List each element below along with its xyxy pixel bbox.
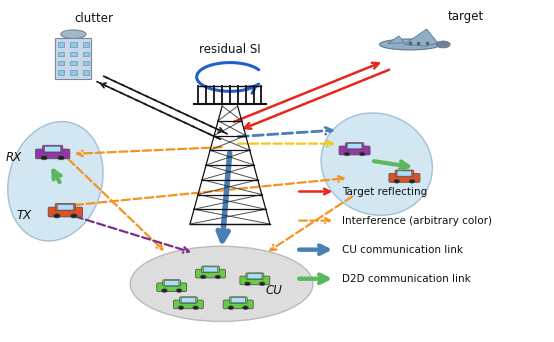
FancyBboxPatch shape [231,298,245,303]
Circle shape [245,282,250,286]
FancyBboxPatch shape [173,300,203,309]
FancyBboxPatch shape [157,283,187,292]
FancyBboxPatch shape [240,276,270,285]
FancyBboxPatch shape [55,38,91,79]
Polygon shape [404,29,438,46]
Text: Interference (arbitrary color): Interference (arbitrary color) [342,215,493,226]
FancyBboxPatch shape [48,207,83,217]
Text: CU: CU [266,284,283,297]
FancyBboxPatch shape [223,300,253,309]
FancyBboxPatch shape [345,143,364,149]
FancyBboxPatch shape [397,171,412,176]
Bar [70,70,77,75]
Ellipse shape [437,41,450,48]
Circle shape [162,289,167,292]
Text: residual SI: residual SI [199,43,261,56]
Circle shape [176,289,182,292]
FancyBboxPatch shape [203,267,218,272]
Circle shape [359,152,365,156]
Ellipse shape [130,246,313,321]
Circle shape [201,275,206,279]
Text: RX: RX [6,151,22,164]
Text: D2D communication link: D2D communication link [342,274,471,284]
FancyBboxPatch shape [43,145,63,153]
FancyBboxPatch shape [44,146,61,152]
FancyBboxPatch shape [202,266,219,273]
FancyBboxPatch shape [35,149,70,159]
Ellipse shape [8,122,103,241]
Circle shape [394,179,400,183]
Circle shape [53,214,60,218]
Bar [58,42,64,47]
FancyBboxPatch shape [339,146,370,155]
Bar [70,61,77,65]
FancyBboxPatch shape [347,144,362,149]
Text: target: target [447,10,484,23]
FancyBboxPatch shape [163,280,181,286]
FancyBboxPatch shape [55,203,75,211]
Ellipse shape [61,30,86,39]
Text: Target reflecting: Target reflecting [342,186,428,197]
FancyBboxPatch shape [389,173,420,182]
FancyBboxPatch shape [196,269,225,278]
FancyBboxPatch shape [229,297,247,303]
FancyBboxPatch shape [246,273,264,279]
Circle shape [58,156,65,160]
Circle shape [228,306,234,310]
Ellipse shape [379,39,440,50]
Bar [70,52,77,56]
FancyBboxPatch shape [248,274,262,279]
Bar [83,70,89,75]
Text: TX: TX [17,209,32,222]
Circle shape [215,275,220,279]
Bar [83,42,89,47]
FancyBboxPatch shape [165,280,179,286]
Circle shape [178,306,184,310]
Bar [70,42,77,47]
Circle shape [243,306,248,310]
Bar [58,61,64,65]
Text: CU communication link: CU communication link [342,245,463,255]
FancyBboxPatch shape [181,298,196,303]
Circle shape [40,156,48,160]
Circle shape [70,214,78,218]
Circle shape [344,152,350,156]
Ellipse shape [321,113,432,215]
Text: clutter: clutter [75,12,114,25]
Bar [58,52,64,56]
Bar [83,61,89,65]
FancyBboxPatch shape [57,205,74,210]
Bar [58,70,64,75]
Circle shape [193,306,198,310]
Polygon shape [388,36,404,43]
Circle shape [259,282,265,286]
Bar [83,52,89,56]
FancyBboxPatch shape [179,297,197,303]
FancyBboxPatch shape [395,170,414,177]
Circle shape [409,179,415,183]
